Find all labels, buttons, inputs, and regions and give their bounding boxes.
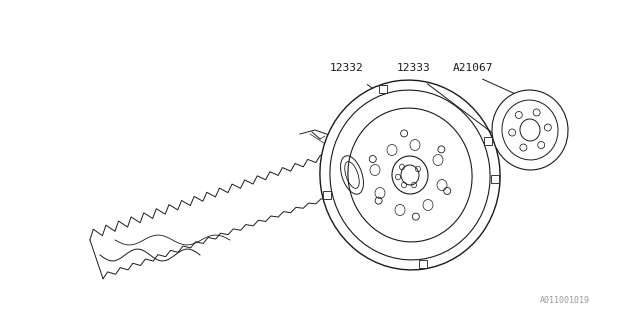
Ellipse shape [533, 109, 540, 116]
Ellipse shape [401, 130, 408, 137]
FancyBboxPatch shape [491, 175, 499, 183]
Ellipse shape [438, 146, 445, 153]
Ellipse shape [520, 144, 527, 151]
FancyBboxPatch shape [484, 137, 492, 145]
Ellipse shape [412, 213, 419, 220]
Text: A21067: A21067 [453, 63, 493, 73]
FancyBboxPatch shape [419, 260, 426, 268]
Ellipse shape [340, 156, 364, 194]
Ellipse shape [509, 129, 516, 136]
Ellipse shape [444, 188, 451, 195]
Ellipse shape [320, 80, 500, 270]
Text: A011001019: A011001019 [540, 296, 590, 305]
Ellipse shape [492, 90, 568, 170]
Text: 12332: 12332 [330, 63, 364, 73]
FancyBboxPatch shape [379, 85, 387, 93]
Ellipse shape [369, 156, 376, 163]
Ellipse shape [545, 124, 551, 131]
Ellipse shape [538, 141, 545, 148]
Ellipse shape [375, 197, 382, 204]
Text: 12333: 12333 [397, 63, 431, 73]
FancyBboxPatch shape [323, 190, 332, 198]
Ellipse shape [515, 111, 522, 118]
